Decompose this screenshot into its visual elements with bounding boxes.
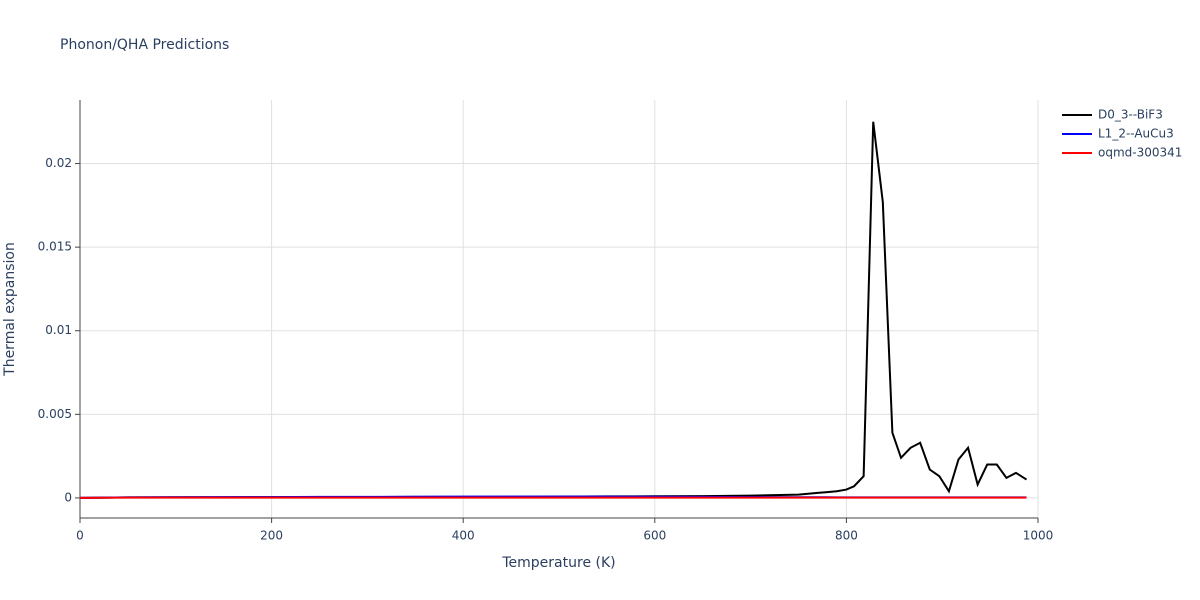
x-tick-label: 1000 bbox=[1023, 529, 1054, 543]
x-tick-label: 0 bbox=[76, 529, 84, 543]
x-tick-label: 400 bbox=[452, 529, 475, 543]
legend-label: oqmd-300341 bbox=[1098, 146, 1182, 160]
y-tick-label: 0 bbox=[64, 490, 72, 504]
x-axis-label: Temperature (K) bbox=[501, 555, 615, 571]
legend-label: D0_3--BiF3 bbox=[1098, 108, 1163, 122]
y-tick-label: 0.005 bbox=[38, 407, 72, 421]
y-tick-label: 0.01 bbox=[45, 323, 72, 337]
y-axis-label: Thermal expansion bbox=[2, 242, 18, 377]
y-tick-label: 0.02 bbox=[45, 156, 72, 170]
legend-label: L1_2--AuCu3 bbox=[1098, 127, 1174, 141]
x-tick-label: 800 bbox=[835, 529, 858, 543]
chart-title: Phonon/QHA Predictions bbox=[60, 37, 229, 53]
y-tick-label: 0.015 bbox=[38, 240, 72, 254]
x-tick-label: 200 bbox=[260, 529, 283, 543]
x-tick-label: 600 bbox=[643, 529, 666, 543]
